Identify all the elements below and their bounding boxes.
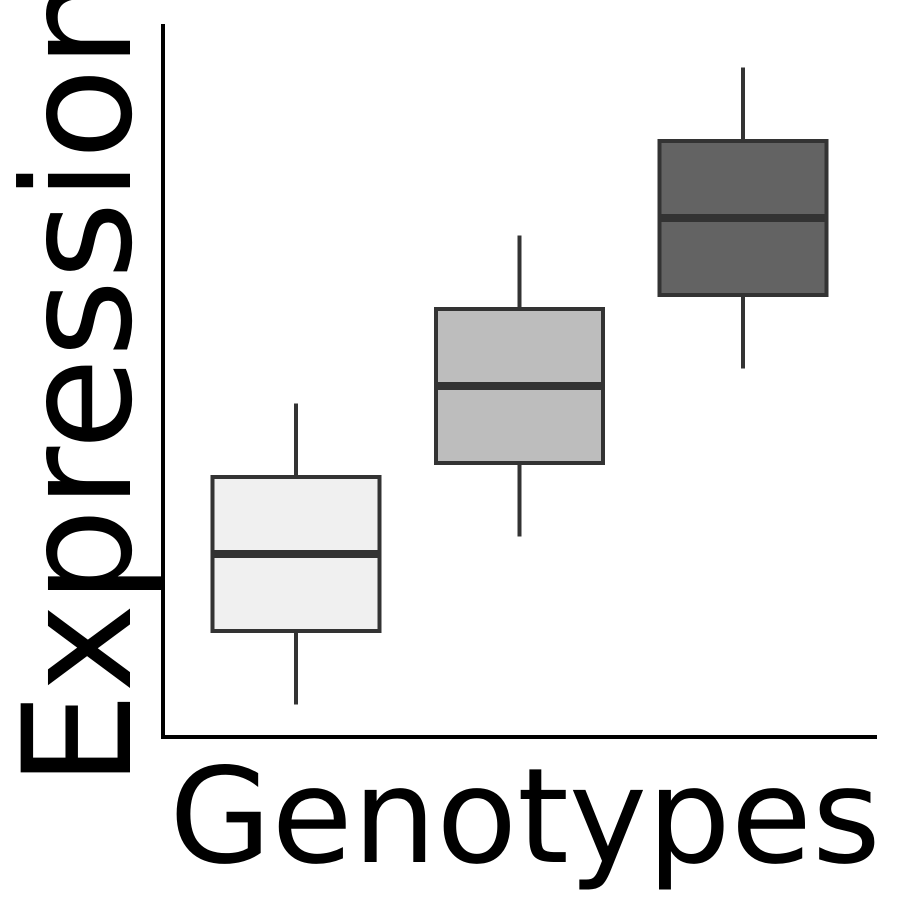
box-2: [434, 235, 605, 537]
box-1: [210, 403, 382, 705]
y-axis-label: Expression: [0, 0, 166, 787]
boxes-group: [210, 67, 829, 705]
box-3: [657, 67, 829, 369]
x-axis-label: Genotypes: [169, 740, 881, 894]
